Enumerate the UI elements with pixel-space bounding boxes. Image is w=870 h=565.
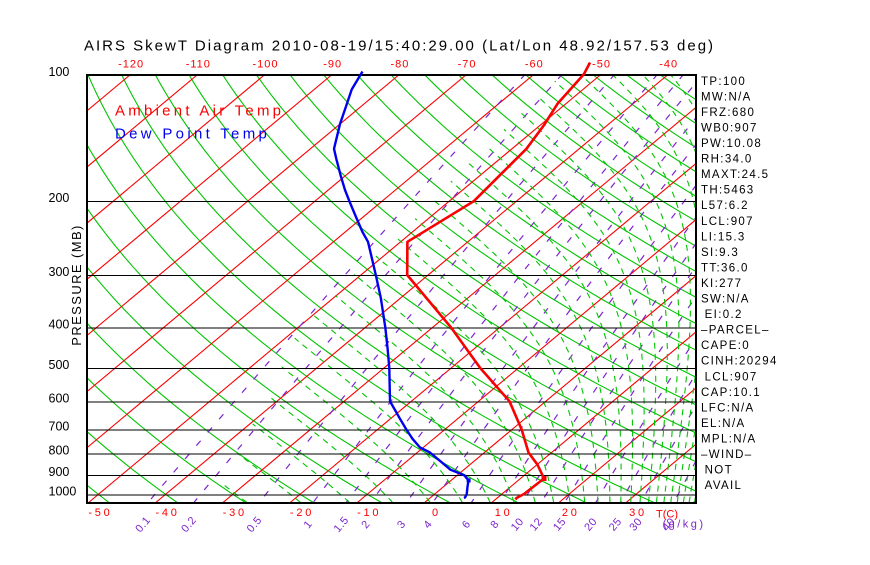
svg-text:-110: -110 <box>186 59 211 71</box>
svg-text:500: 500 <box>49 358 70 372</box>
svg-text:AIRS SkewT Diagram 2010-08-19/: AIRS SkewT Diagram 2010-08-19/15:40:29.0… <box>84 38 715 55</box>
svg-text:Ambient Air Temp: Ambient Air Temp <box>115 103 284 120</box>
svg-text:-120: -120 <box>118 59 144 71</box>
svg-text:200: 200 <box>49 191 70 205</box>
svg-text:-40: -40 <box>659 59 678 71</box>
svg-text:-20: -20 <box>290 507 314 519</box>
svg-text:1000: 1000 <box>49 484 77 498</box>
svg-text:-10: -10 <box>357 507 381 519</box>
svg-text:EL:N/A: EL:N/A <box>701 418 746 430</box>
svg-text:L57:6.2: L57:6.2 <box>701 200 749 212</box>
svg-text:SW:N/A: SW:N/A <box>701 294 750 306</box>
svg-text:400: 400 <box>49 317 70 331</box>
svg-text:300: 300 <box>49 265 70 279</box>
svg-text:600: 600 <box>49 391 70 405</box>
svg-text:LCL:907: LCL:907 <box>701 371 758 383</box>
svg-text:Dew Point Temp: Dew Point Temp <box>115 126 270 143</box>
svg-text:TH:5463: TH:5463 <box>701 185 755 197</box>
svg-text:0: 0 <box>432 507 441 519</box>
svg-text:T(C): T(C) <box>656 509 678 521</box>
svg-text:MW:N/A: MW:N/A <box>701 91 752 103</box>
svg-text:CAP:10.1: CAP:10.1 <box>701 387 761 399</box>
svg-text:MAXT:24.5: MAXT:24.5 <box>701 169 769 181</box>
svg-text:EI:0.2: EI:0.2 <box>701 309 743 321</box>
svg-text:LI:15.3: LI:15.3 <box>701 231 746 243</box>
svg-text:SI:9.3: SI:9.3 <box>701 247 739 259</box>
svg-text:WB0:907: WB0:907 <box>701 122 758 134</box>
svg-text:-60: -60 <box>525 59 544 71</box>
svg-text:30: 30 <box>629 507 647 519</box>
svg-text:(g/kg): (g/kg) <box>662 519 705 531</box>
svg-text:-50: -50 <box>592 59 611 71</box>
svg-text:NOT: NOT <box>701 465 733 477</box>
svg-text:-40: -40 <box>156 507 180 519</box>
svg-text:MPL:N/A: MPL:N/A <box>701 434 756 446</box>
svg-text:-30: -30 <box>223 507 247 519</box>
svg-text:TT:36.0: TT:36.0 <box>701 262 749 274</box>
svg-text:-50: -50 <box>88 507 112 519</box>
svg-text:100: 100 <box>49 65 70 79</box>
svg-text:KI:277: KI:277 <box>701 278 742 290</box>
svg-text:-100: -100 <box>252 59 278 71</box>
svg-text:AVAIL: AVAIL <box>701 480 742 492</box>
svg-text:FRZ:680: FRZ:680 <box>701 107 755 119</box>
svg-text:PW:10.08: PW:10.08 <box>701 138 762 150</box>
svg-text:LFC:N/A: LFC:N/A <box>701 402 755 414</box>
svg-text:TP:100: TP:100 <box>701 76 746 88</box>
svg-text:800: 800 <box>49 444 70 458</box>
svg-text:20: 20 <box>562 507 580 519</box>
svg-text:10: 10 <box>495 507 513 519</box>
svg-text:-90: -90 <box>323 59 342 71</box>
svg-text:900: 900 <box>49 465 70 479</box>
svg-text:CINH:20294: CINH:20294 <box>701 356 778 368</box>
svg-text:CAPE:0: CAPE:0 <box>701 340 750 352</box>
svg-text:–WIND–: –WIND– <box>701 449 753 461</box>
svg-text:RH:34.0: RH:34.0 <box>701 154 753 166</box>
svg-text:700: 700 <box>49 419 70 433</box>
svg-text:PRESSURE (MB): PRESSURE (MB) <box>69 224 84 346</box>
svg-text:–PARCEL–: –PARCEL– <box>701 325 770 337</box>
svg-text:LCL:907: LCL:907 <box>701 216 754 228</box>
svg-text:-80: -80 <box>390 59 409 71</box>
svg-text:-70: -70 <box>458 59 477 71</box>
